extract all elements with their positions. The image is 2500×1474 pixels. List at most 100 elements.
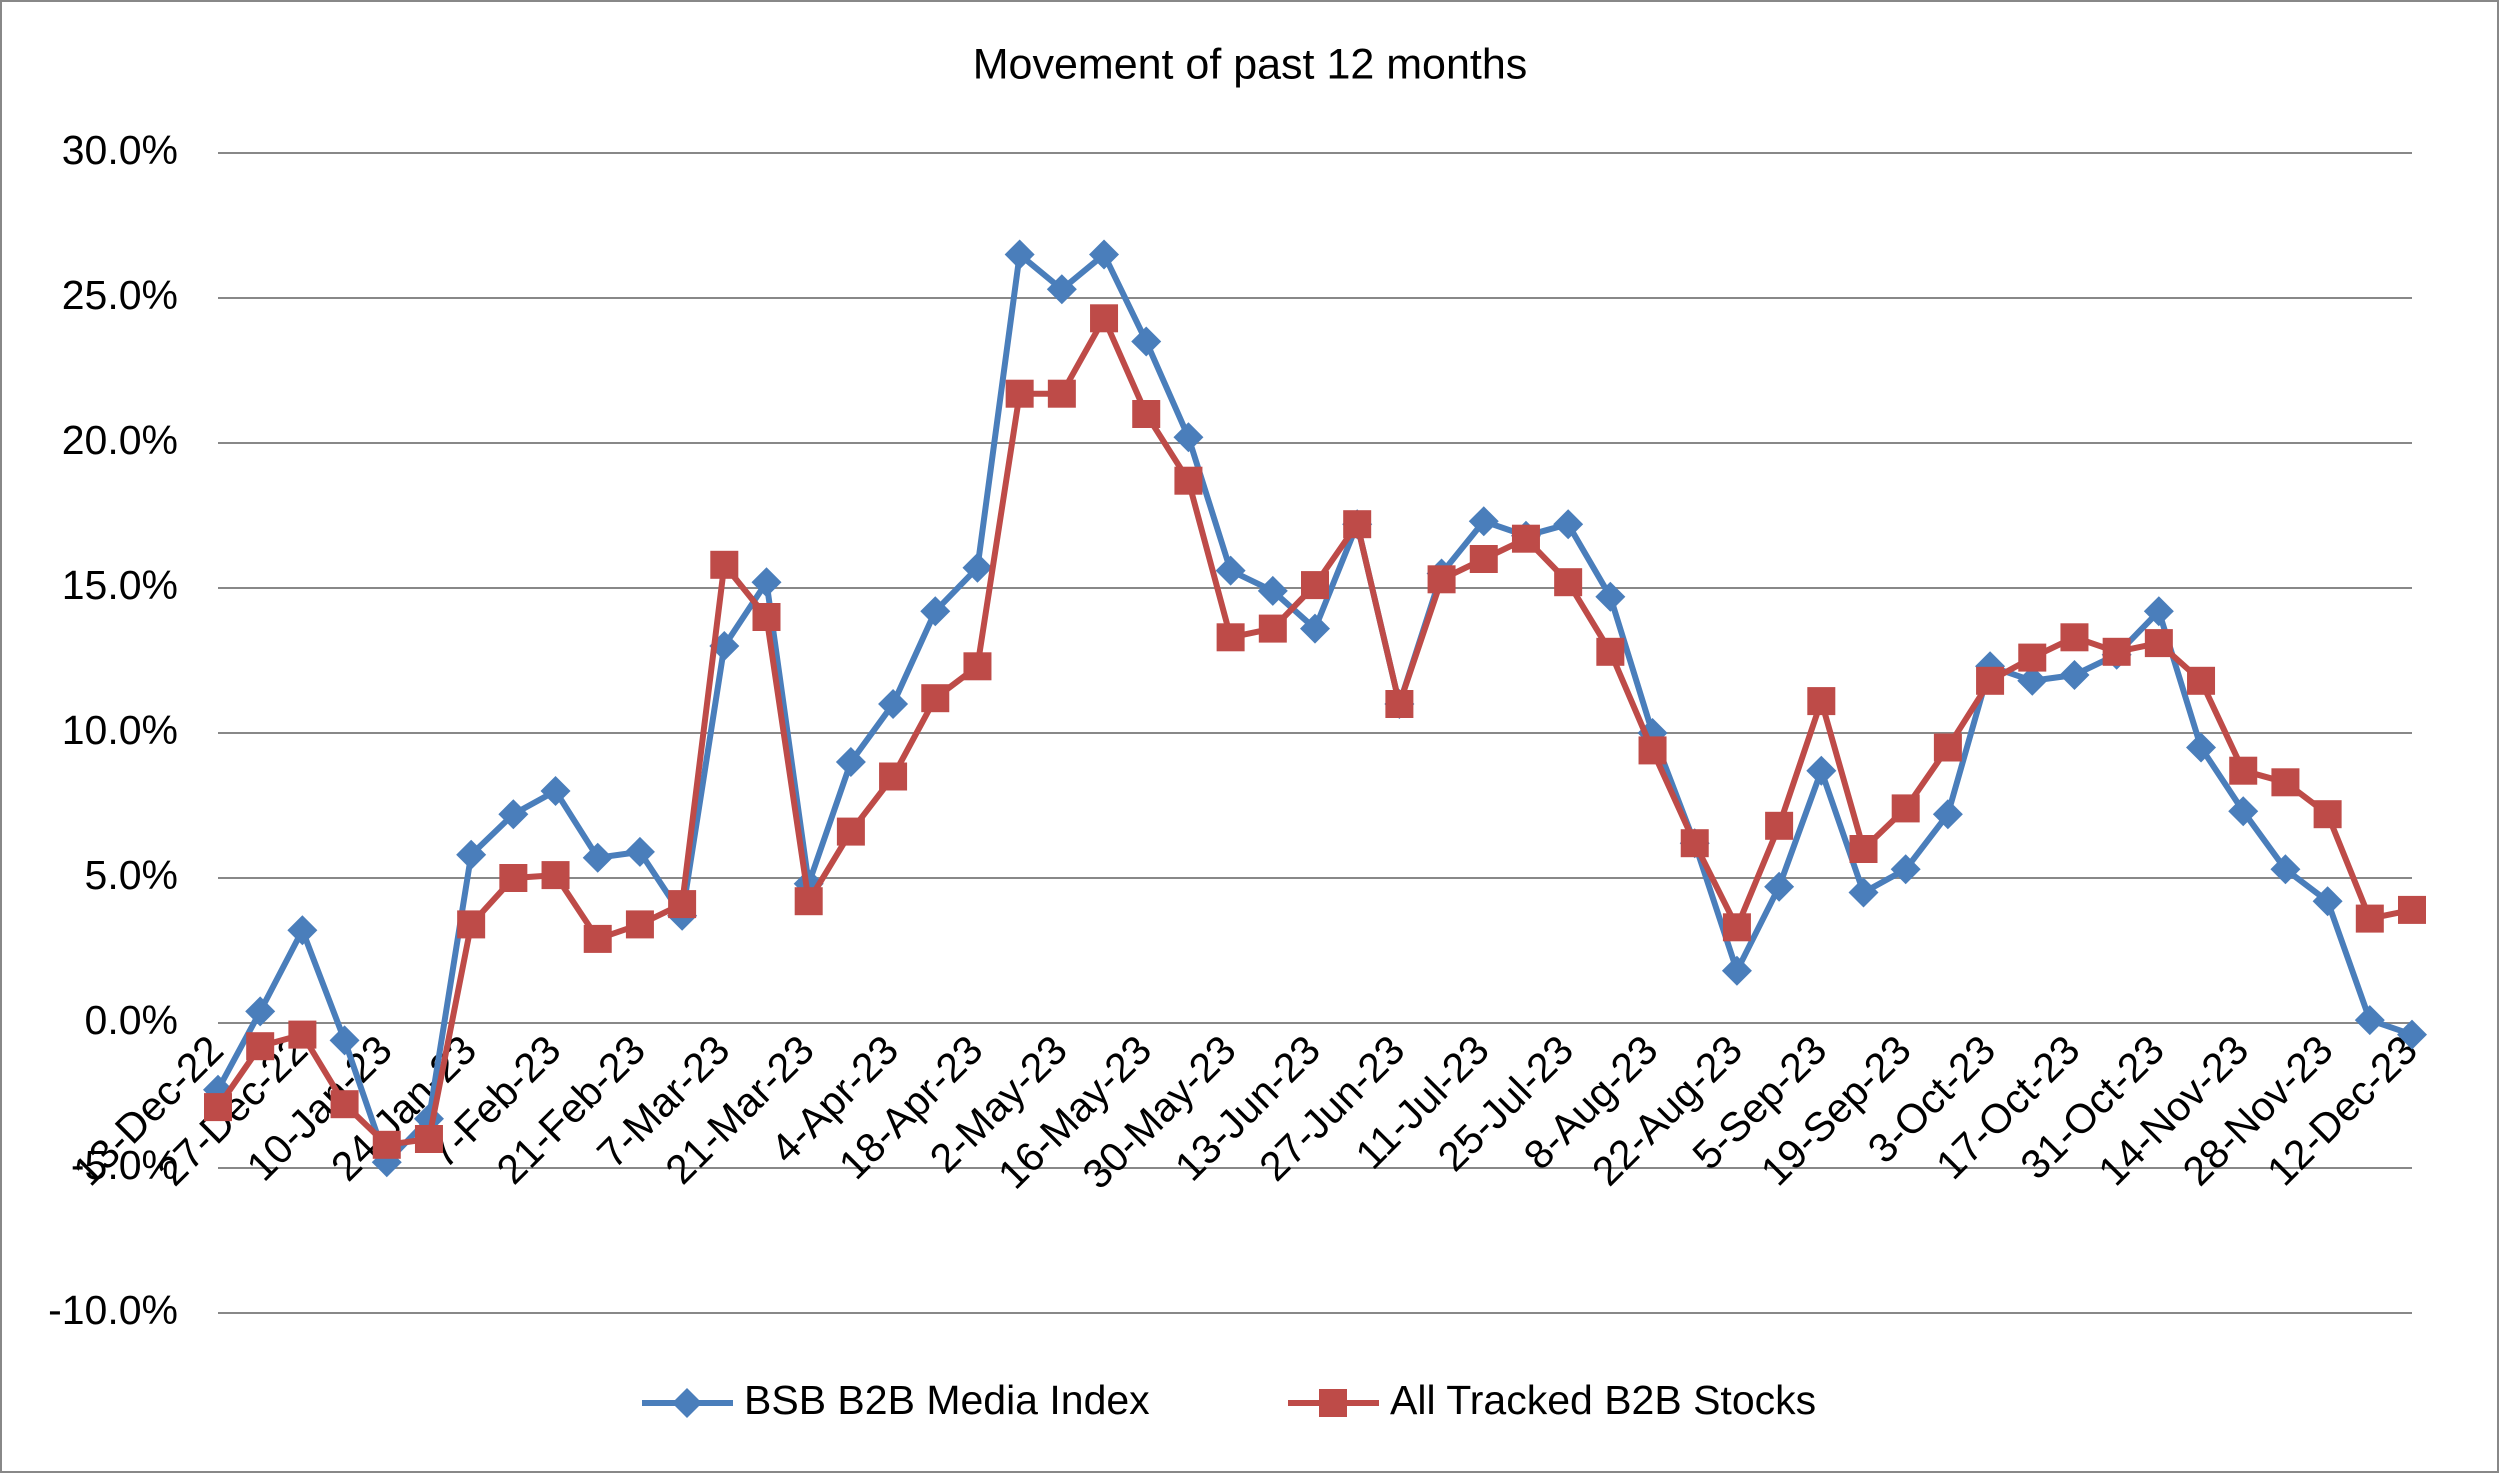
data-point bbox=[1046, 274, 1077, 305]
data-point bbox=[1721, 955, 1752, 986]
data-point bbox=[1385, 690, 1414, 718]
data-point bbox=[751, 567, 782, 598]
data-point bbox=[1343, 510, 1372, 539]
data-point bbox=[963, 652, 992, 681]
data-point bbox=[2060, 623, 2089, 652]
data-point bbox=[1722, 913, 1751, 942]
data-point bbox=[1258, 614, 1287, 643]
data-point bbox=[668, 890, 697, 919]
data-point bbox=[2059, 660, 2090, 690]
data-point bbox=[835, 747, 866, 777]
data-point bbox=[1427, 565, 1456, 594]
data-point bbox=[372, 1130, 401, 1159]
data-point bbox=[2312, 886, 2343, 917]
data-point bbox=[1300, 613, 1330, 644]
data-point bbox=[2143, 596, 2174, 627]
data-point bbox=[457, 910, 486, 939]
data-point bbox=[1468, 506, 1499, 537]
data-point bbox=[1807, 687, 1836, 716]
y-tick-label: 5.0% bbox=[85, 852, 178, 898]
data-point bbox=[1174, 466, 1203, 495]
data-point bbox=[1131, 326, 1162, 357]
data-point bbox=[1680, 829, 1709, 858]
data-point bbox=[2397, 1019, 2427, 1050]
data-point bbox=[1173, 422, 1204, 453]
y-tick-label: 10.0% bbox=[62, 707, 178, 753]
data-point bbox=[2355, 904, 2384, 933]
data-point bbox=[794, 887, 823, 916]
data-point bbox=[2186, 732, 2217, 763]
data-point bbox=[1595, 581, 1626, 612]
data-point bbox=[2313, 800, 2342, 829]
y-tick-label: -5.0% bbox=[71, 1142, 178, 1188]
data-point bbox=[2398, 895, 2426, 924]
data-point bbox=[1596, 637, 1625, 666]
data-point bbox=[1806, 755, 1837, 786]
data-point bbox=[1004, 239, 1035, 270]
data-point bbox=[2144, 629, 2173, 658]
data-point bbox=[287, 915, 318, 946]
y-tick-label: 20.0% bbox=[62, 417, 178, 463]
data-point bbox=[246, 1032, 275, 1061]
y-tick-label: 0.0% bbox=[85, 997, 178, 1043]
data-point bbox=[1469, 545, 1498, 573]
data-point bbox=[414, 1125, 443, 1153]
data-point bbox=[1047, 379, 1076, 408]
data-point bbox=[1554, 568, 1583, 597]
data-point bbox=[962, 552, 993, 583]
data-point bbox=[329, 1025, 360, 1056]
data-point bbox=[752, 603, 781, 631]
data-point bbox=[878, 689, 909, 719]
y-tick-label: -10.0% bbox=[48, 1287, 178, 1333]
data-point bbox=[2102, 637, 2131, 666]
y-tick-label: 15.0% bbox=[62, 562, 178, 608]
data-point bbox=[1976, 666, 2005, 695]
data-point bbox=[1933, 733, 1962, 762]
data-point bbox=[1301, 571, 1329, 600]
data-point bbox=[288, 1020, 317, 1049]
data-point bbox=[920, 596, 951, 627]
data-point bbox=[1764, 871, 1795, 902]
data-point bbox=[1890, 854, 1921, 885]
data-point bbox=[2228, 796, 2259, 827]
data-point bbox=[1257, 575, 1288, 606]
data-point bbox=[1132, 400, 1161, 428]
data-point bbox=[2018, 643, 2047, 672]
data-point bbox=[2271, 768, 2300, 797]
data-point bbox=[2017, 665, 2048, 696]
data-point bbox=[1089, 239, 1120, 270]
data-point bbox=[1848, 877, 1879, 908]
y-tick-label: 25.0% bbox=[62, 272, 178, 318]
data-point bbox=[710, 550, 739, 579]
data-point bbox=[1638, 736, 1667, 765]
data-point bbox=[1215, 555, 1246, 586]
data-point bbox=[540, 776, 571, 806]
legend-label: BSB B2B Media Index bbox=[744, 1377, 1150, 1423]
data-point bbox=[624, 836, 655, 867]
data-point bbox=[456, 839, 487, 870]
data-point bbox=[2187, 666, 2216, 695]
data-point bbox=[921, 684, 950, 713]
data-point bbox=[1932, 799, 1963, 830]
data-point bbox=[625, 910, 654, 939]
data-point bbox=[879, 762, 908, 791]
data-point bbox=[245, 996, 276, 1027]
legend-marker bbox=[672, 1388, 702, 1418]
data-point bbox=[582, 842, 613, 873]
legend-marker bbox=[1319, 1389, 1347, 1417]
data-point bbox=[583, 924, 612, 953]
legend-label: All Tracked B2B Stocks bbox=[1390, 1377, 1816, 1423]
data-point bbox=[541, 861, 570, 890]
data-point bbox=[204, 1093, 232, 1122]
data-point bbox=[1216, 623, 1245, 652]
y-tick-label: 30.0% bbox=[62, 127, 178, 173]
data-point bbox=[499, 864, 528, 892]
data-point bbox=[2229, 756, 2258, 785]
data-point bbox=[2270, 854, 2301, 885]
data-point bbox=[330, 1090, 359, 1119]
data-point bbox=[1005, 379, 1034, 408]
data-point bbox=[1849, 835, 1878, 863]
data-point bbox=[1090, 304, 1119, 333]
